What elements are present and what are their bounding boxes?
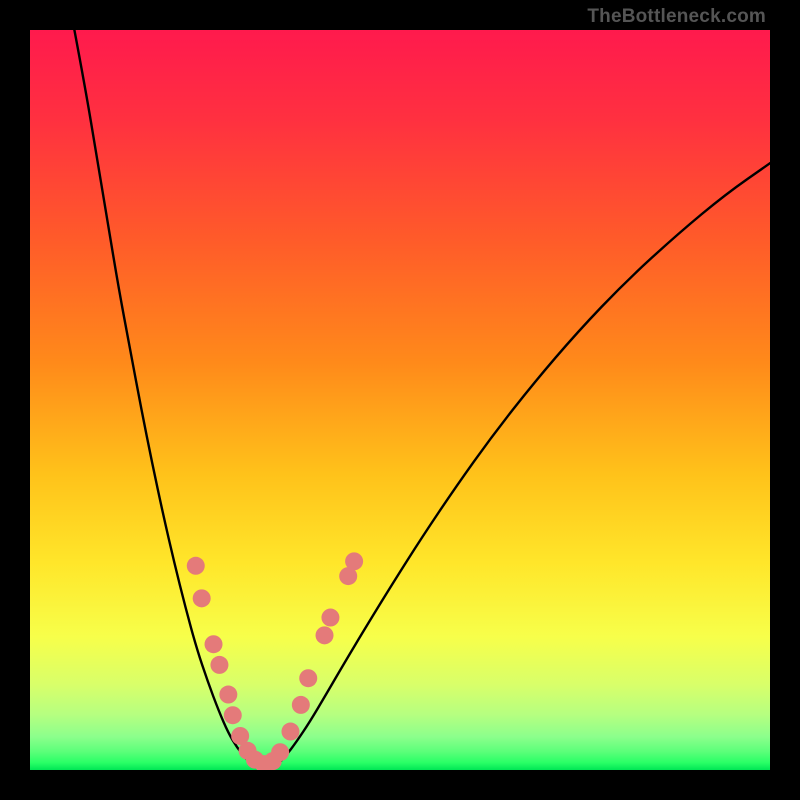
curve-segment [278,163,770,764]
data-marker [345,552,363,570]
chart-container: TheBottleneck.com [0,0,800,800]
data-marker [193,589,211,607]
curve-segment [74,30,252,764]
watermark-text: TheBottleneck.com [587,6,766,28]
curve-layer [30,30,770,770]
plot-area [30,30,770,770]
data-marker [292,696,310,714]
data-marker [299,669,317,687]
data-marker [205,635,223,653]
data-marker [281,723,299,741]
data-marker [316,626,334,644]
data-marker [187,557,205,575]
data-marker [219,686,237,704]
data-marker [224,706,242,724]
data-marker [210,656,228,674]
data-marker [271,743,289,761]
data-marker [321,609,339,627]
